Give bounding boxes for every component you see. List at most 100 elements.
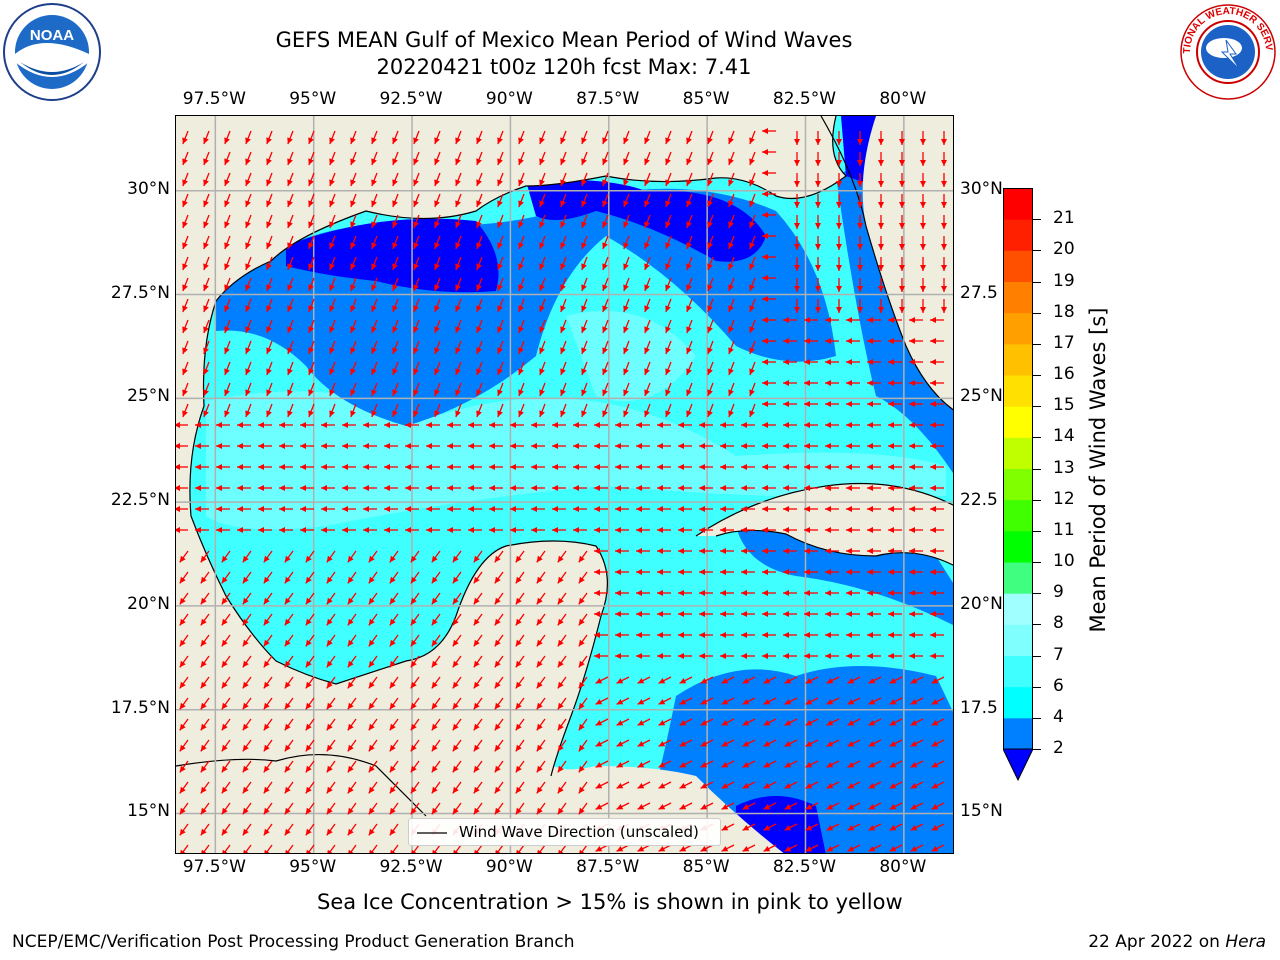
footer-right: 22 Apr 2022 on Hera [1088, 932, 1266, 952]
wind-arrow-head [552, 464, 558, 470]
wind-arrow-head [836, 160, 842, 166]
wind-arrow-head [623, 137, 629, 145]
wind-arrow-head [413, 200, 419, 208]
wind-arrow-head [878, 139, 884, 145]
wind-arrow-head [941, 223, 947, 229]
wind-arrow-head [707, 221, 713, 229]
wind-arrow [412, 844, 420, 853]
wind-arrow [244, 844, 252, 853]
wind-arrow-head [200, 786, 207, 794]
wind-arrow-head [762, 590, 768, 596]
wind-arrow-head [245, 347, 251, 355]
wind-arrow-head [495, 849, 501, 853]
wind-arrow [328, 844, 336, 853]
wind-arrow-head [805, 740, 813, 747]
wind-arrow-head [455, 368, 461, 376]
wind-arrow-head [721, 719, 729, 726]
wind-arrow-head [410, 702, 417, 710]
wind-arrow-head [909, 401, 915, 407]
wind-arrow-head [623, 158, 629, 166]
wind-arrow-head [552, 422, 558, 428]
wind-arrow-head [200, 681, 207, 689]
wind-arrow-head [447, 422, 453, 428]
wind-arrow-head [728, 200, 734, 208]
wind-arrow-head [741, 653, 747, 659]
wind-arrow-head [203, 137, 209, 145]
wind-arrow-head [515, 639, 522, 647]
wind-arrow-head [615, 569, 621, 575]
wind-arrow-head [707, 347, 713, 355]
wind-arrow-head [794, 181, 800, 187]
colorbar-tick-mark [1033, 375, 1041, 376]
wind-arrow-head [221, 576, 228, 584]
wind-arrow-head [300, 443, 306, 449]
wind-arrow-head [434, 179, 440, 187]
wind-arrow-head [329, 284, 335, 292]
wind-arrow-head [728, 179, 734, 187]
wind-arrow-head [284, 765, 291, 773]
wind-arrow-head [644, 284, 650, 292]
wind-arrow-head [557, 576, 564, 584]
wind-arrow-head [931, 782, 939, 789]
wind-arrow-head [794, 307, 800, 313]
lon-tick-label: 90°W [485, 89, 533, 109]
wind-arrow-head [326, 576, 333, 584]
wind-arrow-head [763, 782, 771, 789]
wind-arrow-head [305, 744, 312, 752]
wind-arrow-head [595, 740, 603, 747]
wind-arrow-head [930, 485, 936, 491]
wind-arrow-head [389, 555, 396, 563]
wind-arrow-head [413, 347, 419, 355]
wind-arrow-head [203, 263, 209, 271]
colorbar [1002, 188, 1034, 783]
wind-arrow [496, 844, 504, 853]
wind-arrow-head [686, 389, 692, 397]
wind-arrow-head [258, 464, 264, 470]
wind-arrow-head [347, 660, 354, 668]
noaa-logo-text: NOAA [30, 27, 74, 44]
wind-arrow-head [623, 263, 629, 271]
colorbar-tick-label: 11 [1053, 519, 1075, 540]
wind-arrow-head [594, 464, 600, 470]
wind-arrow-head [888, 464, 894, 470]
wind-arrow-head [434, 305, 440, 313]
wind-arrow-head [868, 740, 876, 747]
colorbar-tick-mark [1033, 749, 1041, 750]
wind-arrow-head [476, 263, 482, 271]
wind-arrow-head [686, 221, 692, 229]
wind-arrow-head [678, 548, 684, 554]
wind-arrow-head [431, 576, 438, 584]
wind-arrow-head [578, 807, 585, 815]
wind-arrow-head [595, 698, 603, 705]
wind-arrow-head [637, 740, 645, 747]
wind-arrow-head [389, 744, 396, 752]
wind-arrow-head [392, 347, 398, 355]
wind-arrow-head [868, 719, 876, 726]
wind-arrow-head [203, 347, 209, 355]
wind-arrow-head [242, 660, 249, 668]
wind-arrow-head [825, 590, 831, 596]
wind-arrow-head [216, 506, 222, 512]
wind-arrow-head [413, 284, 419, 292]
wind-arrow-head [579, 849, 585, 853]
wind-arrow-head [518, 326, 524, 334]
wind-arrow-head [245, 137, 251, 145]
wind-arrow-head [741, 548, 747, 554]
wind-arrow-head [700, 719, 708, 726]
wind-arrow-head [405, 506, 411, 512]
wind-arrow-head [728, 221, 734, 229]
colorbar-tick-mark [1033, 343, 1041, 345]
wind-arrow-head [602, 263, 608, 271]
wind-arrow-head [623, 326, 629, 334]
wind-arrow-head [720, 443, 726, 449]
wind-arrow-head [836, 181, 842, 187]
wind-arrow-head [176, 443, 180, 449]
wind-arrow-head [494, 765, 501, 773]
wind-arrow-head [763, 740, 771, 747]
wind-arrow-head [384, 485, 390, 491]
wind-arrow-head [657, 569, 663, 575]
wind-arrow-head [728, 389, 734, 397]
wind-arrow-head [909, 485, 915, 491]
wind-arrow-head [447, 506, 453, 512]
wind-arrow-head [762, 233, 768, 239]
